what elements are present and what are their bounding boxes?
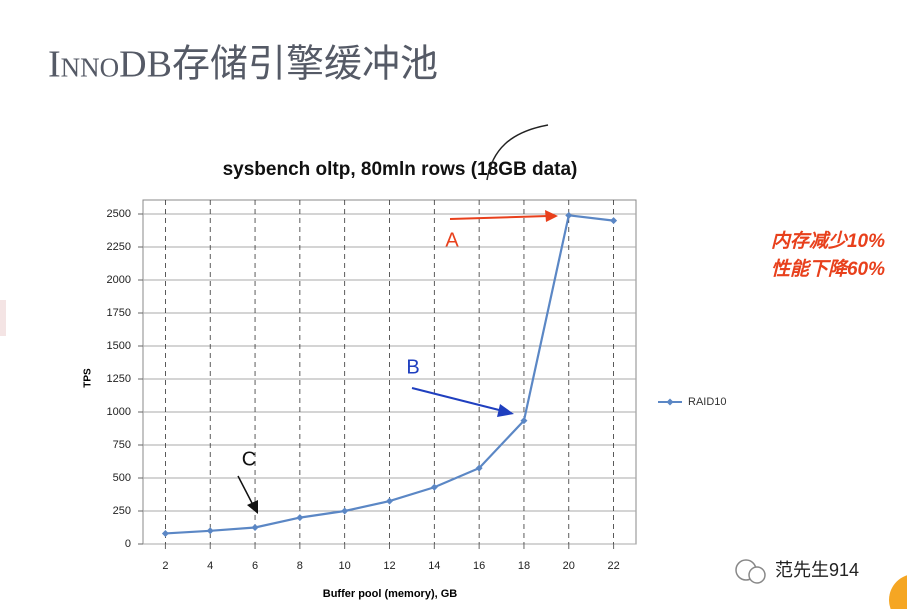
x-tick-label: 12 bbox=[383, 560, 395, 572]
annotation-a: A bbox=[445, 210, 558, 251]
x-tick-label: 16 bbox=[473, 560, 485, 572]
x-tick-label: 10 bbox=[339, 560, 351, 572]
y-tick-label: 2500 bbox=[107, 208, 131, 220]
y-tick-label: 0 bbox=[125, 538, 131, 550]
data-point bbox=[520, 417, 528, 425]
legend-label: RAID10 bbox=[688, 396, 727, 408]
y-tick-label: 1500 bbox=[107, 340, 131, 352]
arrow-head bbox=[247, 500, 258, 514]
x-tick-label: 14 bbox=[428, 560, 440, 572]
x-tick-label: 6 bbox=[252, 560, 258, 572]
data-point bbox=[296, 514, 304, 522]
data-point bbox=[251, 524, 259, 531]
y-tick-label: 1750 bbox=[107, 307, 131, 319]
chart: 0 250 500 750 1000 1250 1500 1750 2000 2250 2500 2 4… bbox=[107, 200, 727, 572]
side-note: 内存减少10% bbox=[771, 230, 885, 252]
watermark: 范先生914 bbox=[735, 559, 859, 584]
y-tick-label: 1000 bbox=[107, 406, 131, 418]
slide-title: InnoDB存储引擎缓冲池 bbox=[48, 44, 438, 86]
y-tick-label: 500 bbox=[113, 472, 131, 484]
x-tick-label: 2 bbox=[162, 560, 168, 572]
data-point bbox=[565, 211, 573, 219]
arrow-head bbox=[545, 210, 558, 222]
data-point bbox=[430, 483, 438, 491]
handwritten-mark bbox=[486, 124, 549, 181]
annotation-b: B bbox=[406, 356, 514, 417]
x-tick-label: 22 bbox=[607, 560, 619, 572]
watermark-text: 范先生914 bbox=[775, 560, 859, 580]
legend-marker bbox=[666, 398, 674, 406]
chart-title: sysbench oltp, 80mln rows (18GB data) bbox=[223, 159, 578, 180]
y-tick-label: 2250 bbox=[107, 241, 131, 253]
arrow bbox=[411, 387, 504, 412]
data-point bbox=[341, 507, 349, 515]
x-tick-label: 4 bbox=[207, 560, 213, 572]
x-tick-label: 8 bbox=[297, 560, 303, 572]
annotation: C bbox=[242, 448, 256, 470]
corner-decoration bbox=[889, 575, 907, 609]
y-axis-label: TPS bbox=[83, 368, 94, 388]
y-tick-label: 2000 bbox=[107, 274, 131, 286]
data-point bbox=[161, 529, 169, 537]
watermark-icon bbox=[748, 566, 766, 584]
edge-tab bbox=[0, 300, 6, 336]
y-tick-label: 750 bbox=[113, 439, 131, 451]
annotation: A bbox=[445, 229, 459, 251]
y-tick-label: 250 bbox=[113, 505, 131, 517]
arrow bbox=[449, 215, 549, 220]
annotation: B bbox=[406, 356, 419, 378]
arrow-head bbox=[497, 404, 514, 417]
data-point bbox=[475, 464, 483, 472]
data-point bbox=[610, 217, 618, 225]
data-point bbox=[386, 497, 393, 505]
y-tick-label: 1250 bbox=[107, 373, 131, 385]
side-note: 性能下降60% bbox=[771, 258, 885, 280]
x-axis-label: Buffer pool (memory), GB bbox=[323, 588, 458, 600]
x-tick-label: 20 bbox=[563, 560, 575, 572]
annotation-c: C bbox=[237, 448, 258, 514]
data-point bbox=[206, 527, 214, 535]
arrow bbox=[237, 475, 254, 506]
x-tick-label: 18 bbox=[518, 560, 530, 572]
